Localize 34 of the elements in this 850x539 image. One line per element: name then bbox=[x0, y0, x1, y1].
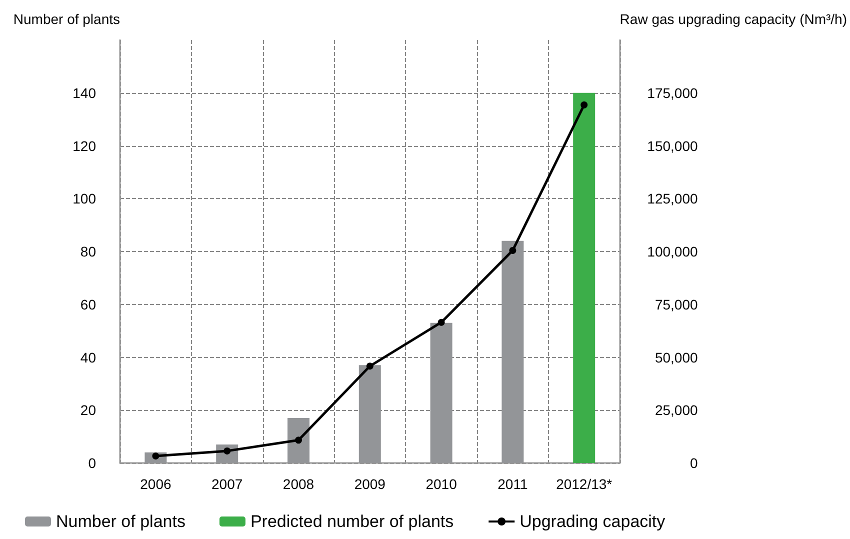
y2-tick-label: 175,000 bbox=[647, 84, 698, 101]
y-tick-label: 140 bbox=[72, 84, 96, 101]
y2-tick-label: 100,000 bbox=[647, 244, 698, 260]
y-tick-label: 20 bbox=[80, 402, 96, 418]
x-tick-label: 2010 bbox=[426, 476, 458, 492]
y-tick-label: 100 bbox=[72, 190, 96, 207]
y2-tick-label: 50,000 bbox=[654, 349, 698, 366]
x-tick-label: 2008 bbox=[282, 476, 314, 492]
y-tick-label: 0 bbox=[88, 455, 96, 471]
y-tick-label: 60 bbox=[80, 296, 96, 312]
x-tick-label: 2006 bbox=[140, 476, 172, 492]
y2-axis-title: Raw gas upgrading capacity (Nm³/h) bbox=[620, 11, 848, 27]
y-axis-title: Number of plants bbox=[13, 11, 120, 27]
y2-tick-label: 0 bbox=[690, 455, 698, 471]
legend-label: Number of plants bbox=[56, 512, 186, 531]
legend-label: Upgrading capacity bbox=[520, 512, 666, 531]
y-tick-label: 120 bbox=[72, 138, 96, 154]
y2-tick-label: 125,000 bbox=[647, 190, 698, 207]
y2-tick-label: 25,000 bbox=[654, 402, 698, 418]
point bbox=[366, 362, 374, 370]
x-tick-label: 2012/13* bbox=[556, 476, 613, 492]
bar bbox=[573, 92, 596, 463]
x-tick-label: 2009 bbox=[354, 476, 386, 492]
point bbox=[509, 246, 516, 254]
legend-label: Predicted number of plants bbox=[250, 512, 454, 531]
x-tick-label: 2007 bbox=[212, 476, 243, 492]
point bbox=[295, 436, 302, 444]
y2-tick-label: 150,000 bbox=[647, 138, 698, 154]
y-tick-label: 40 bbox=[80, 349, 96, 366]
y2-tick-label: 75,000 bbox=[654, 296, 698, 312]
y-tick-label: 80 bbox=[80, 244, 96, 260]
x-tick-label: 2011 bbox=[498, 476, 528, 492]
point bbox=[438, 318, 445, 326]
point bbox=[580, 101, 588, 108]
